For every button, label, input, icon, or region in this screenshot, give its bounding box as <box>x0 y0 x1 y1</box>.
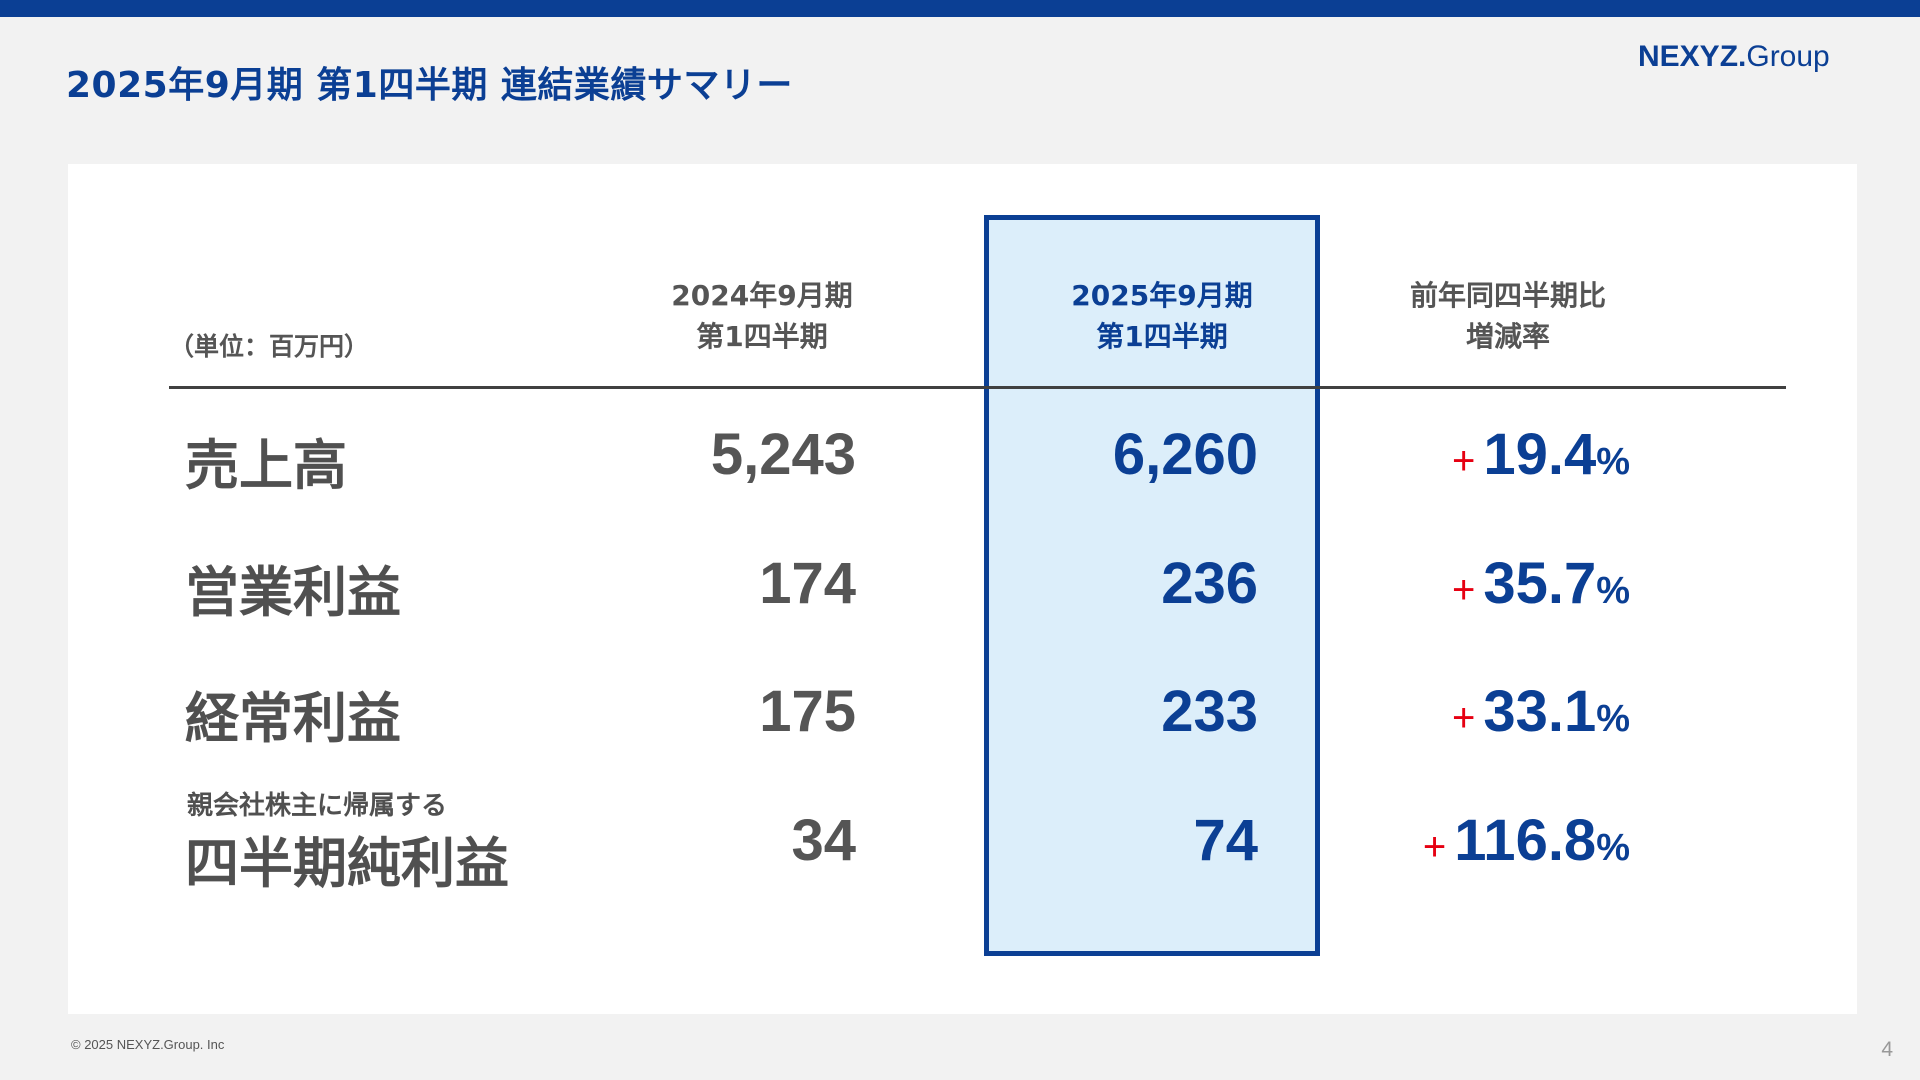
plus-sign: + <box>1451 568 1476 612</box>
column-header-line: 増減率 <box>1465 320 1550 353</box>
logo-sub: Group <box>1746 40 1830 73</box>
copyright-text: © 2025 NEXYZ.Group. Inc <box>71 1037 225 1052</box>
content-panel <box>68 164 1857 1014</box>
column-header-line: 2025年9月期 <box>1071 279 1253 312</box>
header-divider <box>169 386 1786 389</box>
column-header-line: 2024年9月期 <box>671 279 853 312</box>
page-number: 4 <box>1881 1038 1893 1061</box>
revenue-current-value: 6,260 <box>1112 422 1258 487</box>
company-logo: NEXYZ.Group <box>1638 40 1830 74</box>
column-header-line: 第1四半期 <box>1096 320 1228 353</box>
current-period-highlight <box>984 215 1320 956</box>
operating-income-current-value: 236 <box>1161 551 1258 616</box>
unit-label: （単位：百万円） <box>169 332 370 361</box>
operating-income-prior-value: 174 <box>759 551 856 616</box>
plus-sign: + <box>1451 439 1476 483</box>
percent-sign: % <box>1596 441 1630 483</box>
plus-sign: + <box>1451 696 1476 740</box>
page-title: 2025年9月期 第1四半期 連結業績サマリー <box>66 65 793 106</box>
percent-sign: % <box>1596 570 1630 612</box>
logo-main: NEXYZ. <box>1638 40 1747 73</box>
column-header-prior: 2024年9月期 第1四半期 <box>612 275 912 357</box>
operating-income-change: +35.7% <box>1452 550 1630 617</box>
row-label-net-income: 四半期純利益 <box>185 832 509 895</box>
row-label-operating-income: 営業利益 <box>185 561 401 624</box>
ordinary-income-change: +33.1% <box>1452 678 1630 745</box>
net-income-change: +116.8% <box>1423 807 1630 874</box>
column-header-current: 2025年9月期 第1四半期 <box>1012 275 1312 357</box>
column-header-line: 前年同四半期比 <box>1409 279 1606 312</box>
change-value: 116.8 <box>1454 808 1597 873</box>
revenue-change: +19.4% <box>1452 421 1630 488</box>
change-value: 33.1 <box>1483 679 1597 744</box>
change-value: 19.4 <box>1483 422 1597 487</box>
column-header-line: 第1四半期 <box>696 320 828 353</box>
percent-sign: % <box>1596 698 1630 740</box>
net-income-prior-value: 34 <box>791 808 856 873</box>
ordinary-income-current-value: 233 <box>1161 679 1258 744</box>
change-value: 35.7 <box>1483 551 1597 616</box>
net-income-current-value: 74 <box>1193 808 1258 873</box>
row-label-revenue: 売上高 <box>185 434 347 497</box>
row-label-ordinary-income: 経常利益 <box>185 687 401 750</box>
top-accent-bar <box>0 0 1920 17</box>
column-header-change: 前年同四半期比 増減率 <box>1358 275 1658 357</box>
row-sublabel-net-income: 親会社株主に帰属する <box>187 791 448 821</box>
revenue-prior-value: 5,243 <box>710 422 856 487</box>
ordinary-income-prior-value: 175 <box>759 679 856 744</box>
percent-sign: % <box>1596 827 1630 869</box>
plus-sign: + <box>1422 825 1447 869</box>
